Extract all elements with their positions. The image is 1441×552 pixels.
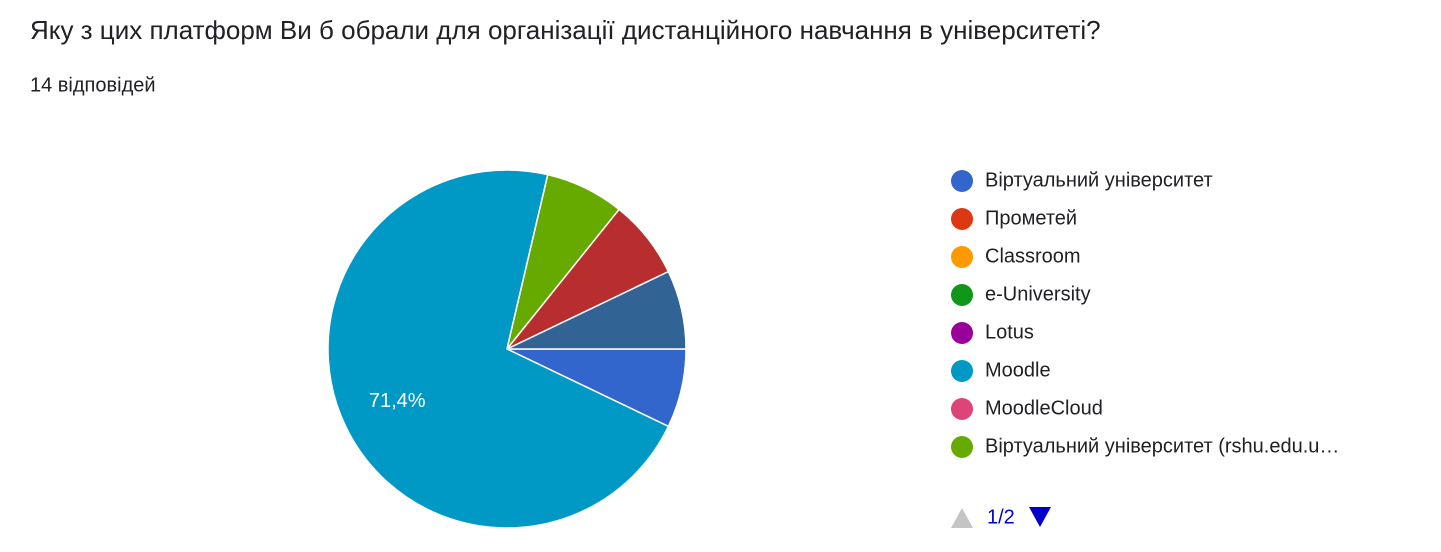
legend-swatch [951, 208, 973, 230]
chart-title: Яку з цих платформ Ви б обрали для орган… [30, 15, 1101, 45]
chart-subtitle: 14 відповідей [30, 74, 156, 96]
legend-label: MoodleCloud [985, 397, 1103, 419]
legend-swatch [951, 436, 973, 458]
pie-slice [506, 270, 687, 350]
page-down[interactable] [1029, 507, 1051, 527]
legend-page: 1/2 [987, 506, 1015, 528]
legend-label: Classroom [985, 245, 1081, 267]
page-up[interactable] [951, 508, 973, 528]
legend-label: Прометей [985, 207, 1077, 229]
legend-label: Lotus [985, 321, 1034, 343]
legend-label: Moodle [985, 359, 1051, 381]
slice-label: 71,4% [369, 390, 426, 412]
legend-label: Віртуальний університет (rshu.edu.u… [985, 435, 1339, 457]
legend-swatch [951, 284, 973, 306]
legend-swatch [951, 360, 973, 382]
pie-slice [327, 169, 670, 529]
legend-label: Віртуальний університет [985, 169, 1213, 191]
legend-swatch [951, 170, 973, 192]
legend-swatch [951, 322, 973, 344]
legend-swatch [951, 398, 973, 420]
legend-swatch [951, 246, 973, 268]
legend-label: e-University [985, 283, 1091, 305]
